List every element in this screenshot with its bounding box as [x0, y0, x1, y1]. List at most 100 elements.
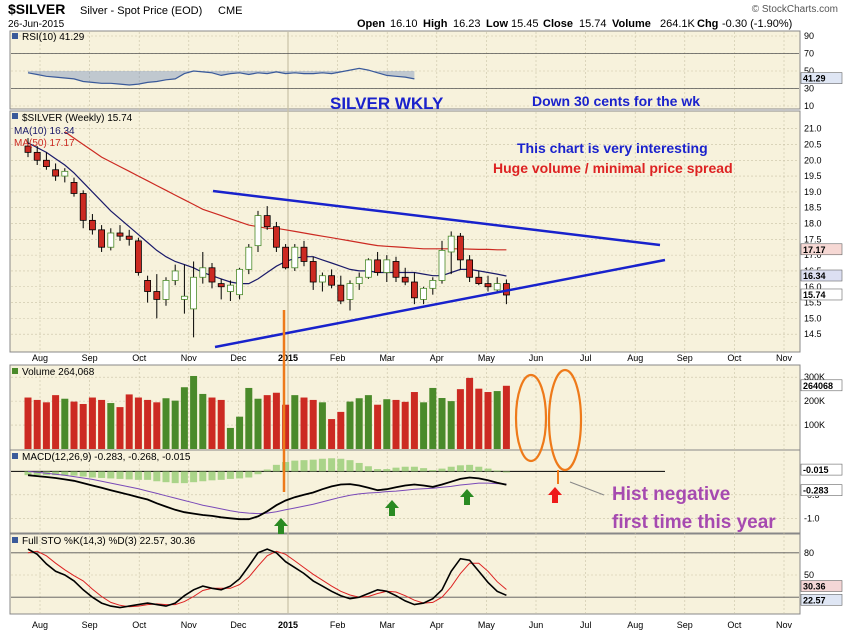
macd-histogram-bar	[346, 460, 354, 472]
rsi-tick-label: 30	[804, 84, 814, 94]
macd-histogram-bar	[282, 462, 290, 472]
candle-up	[245, 246, 253, 270]
sto-d-line	[27, 550, 507, 608]
instrument-name: Silver - Spot Price (EOD)	[80, 5, 202, 17]
candle-up	[162, 280, 170, 300]
macd-histogram-bar	[272, 464, 280, 472]
macd-histogram-bar	[217, 471, 225, 480]
price-tick-label: 21.0	[804, 124, 822, 134]
volume-tick-label: 200K	[804, 396, 825, 406]
volume-bar	[346, 401, 354, 449]
volume-bar	[199, 393, 207, 449]
x-axis-label: May	[478, 353, 496, 363]
macd-histogram-bar	[438, 468, 446, 472]
close-label: Close	[543, 18, 573, 30]
macd-histogram-bar	[355, 462, 363, 472]
candle-down	[217, 283, 225, 288]
candle-up	[438, 249, 446, 281]
x-axis-label: Oct	[132, 353, 147, 363]
date-label: 26-Jun-2015	[8, 19, 65, 30]
x-axis-label: Nov	[181, 353, 198, 363]
price-tick-label: 19.5	[804, 171, 822, 181]
volume-bar	[217, 399, 225, 449]
ma50-badge-bg	[800, 243, 843, 256]
candle-down	[144, 280, 152, 292]
x-axis-label: Jun	[529, 353, 544, 363]
volume-bar	[42, 402, 50, 449]
red-up-arrow	[548, 487, 562, 503]
sto-tick-label: 50	[804, 570, 814, 580]
macd-histogram-bar	[410, 466, 418, 472]
macd-histogram-bar	[364, 466, 372, 472]
candle-down	[272, 226, 280, 248]
volume-bar	[162, 398, 170, 449]
close-badge: 15.74	[803, 290, 826, 300]
price-tick-label: 17.5	[804, 234, 822, 244]
volume-bar	[208, 397, 216, 449]
volume-bar	[180, 387, 188, 449]
macd-histogram-bar	[475, 466, 483, 472]
macd-histogram-bar	[383, 469, 391, 472]
marks-layer	[24, 67, 510, 609]
volume-badge-bg	[800, 379, 843, 392]
volume-bar	[107, 403, 115, 449]
macd-histogram-bar	[180, 471, 188, 484]
macd-histogram-bar	[374, 469, 382, 472]
annotation-down-30: Down 30 cents for the wk	[532, 93, 700, 109]
macd-hist-badge: -0.015	[803, 465, 829, 475]
x-axis-label: Mar	[379, 353, 395, 363]
open-value: 16.10	[390, 18, 418, 30]
macd-histogram-bar	[318, 458, 326, 472]
volume-bar	[337, 411, 345, 449]
macd-histogram-bar	[52, 471, 60, 476]
rsi-title: RSI(10) 41.29	[22, 32, 85, 43]
macd-histogram-bar	[236, 471, 244, 479]
ma10-badge-bg	[800, 269, 843, 282]
candle-down	[410, 281, 418, 299]
annotations: SILVER WKLY Down 30 cents for the wk Thi…	[212, 93, 776, 534]
x-axis-label: Sep	[82, 353, 98, 363]
x-axis-label: Nov	[776, 620, 793, 630]
price-tick-label: 14.5	[804, 329, 822, 339]
candle-down	[24, 145, 32, 153]
volume-bar	[116, 407, 124, 449]
volume-bar	[153, 402, 161, 449]
annotation-hist-line2: first time this year	[612, 512, 776, 533]
ma50-badge: 17.17	[803, 245, 826, 255]
green-up-arrow	[460, 489, 474, 505]
price-tick-label: 15.5	[804, 298, 822, 308]
macd-histogram-bar	[199, 471, 207, 482]
candle-down	[337, 284, 345, 302]
macd-badge-bg	[800, 484, 843, 496]
candle-up	[429, 280, 437, 289]
volume-bar	[226, 427, 234, 449]
sto-k-line	[27, 548, 507, 609]
x-axis-label: Oct	[727, 353, 742, 363]
candle-up	[364, 259, 372, 278]
candle-up	[61, 170, 69, 177]
volume-bar	[190, 375, 198, 449]
volume-bar	[33, 399, 41, 449]
candle-down	[374, 259, 382, 273]
volume-bar	[236, 416, 244, 449]
candle-up	[346, 283, 354, 300]
candle-down	[134, 240, 142, 273]
exchange-label: CME	[218, 5, 242, 17]
rsi-tick-label: 10	[804, 101, 814, 111]
ohlc-summary: Open 16.10 High 16.23 Low 15.45 Close 15…	[357, 18, 792, 30]
volume-bar	[484, 392, 492, 449]
volume-bar	[456, 389, 464, 449]
macd-histogram-bar	[309, 459, 317, 472]
annotation-silver-wkly: SILVER WKLY	[330, 94, 444, 113]
macd-histogram-bar	[328, 458, 336, 472]
macd-histogram-bar	[208, 471, 216, 481]
price-tick-label: 16.0	[804, 282, 822, 292]
price-tick-label: 20.0	[804, 155, 822, 165]
grid-layer	[11, 32, 799, 613]
volume-bar	[144, 399, 152, 449]
volume-bar	[328, 419, 336, 449]
volume-value: 264.1K	[660, 18, 696, 30]
x-axis-label: Dec	[230, 620, 247, 630]
x-axis-label: 2015	[278, 620, 298, 630]
